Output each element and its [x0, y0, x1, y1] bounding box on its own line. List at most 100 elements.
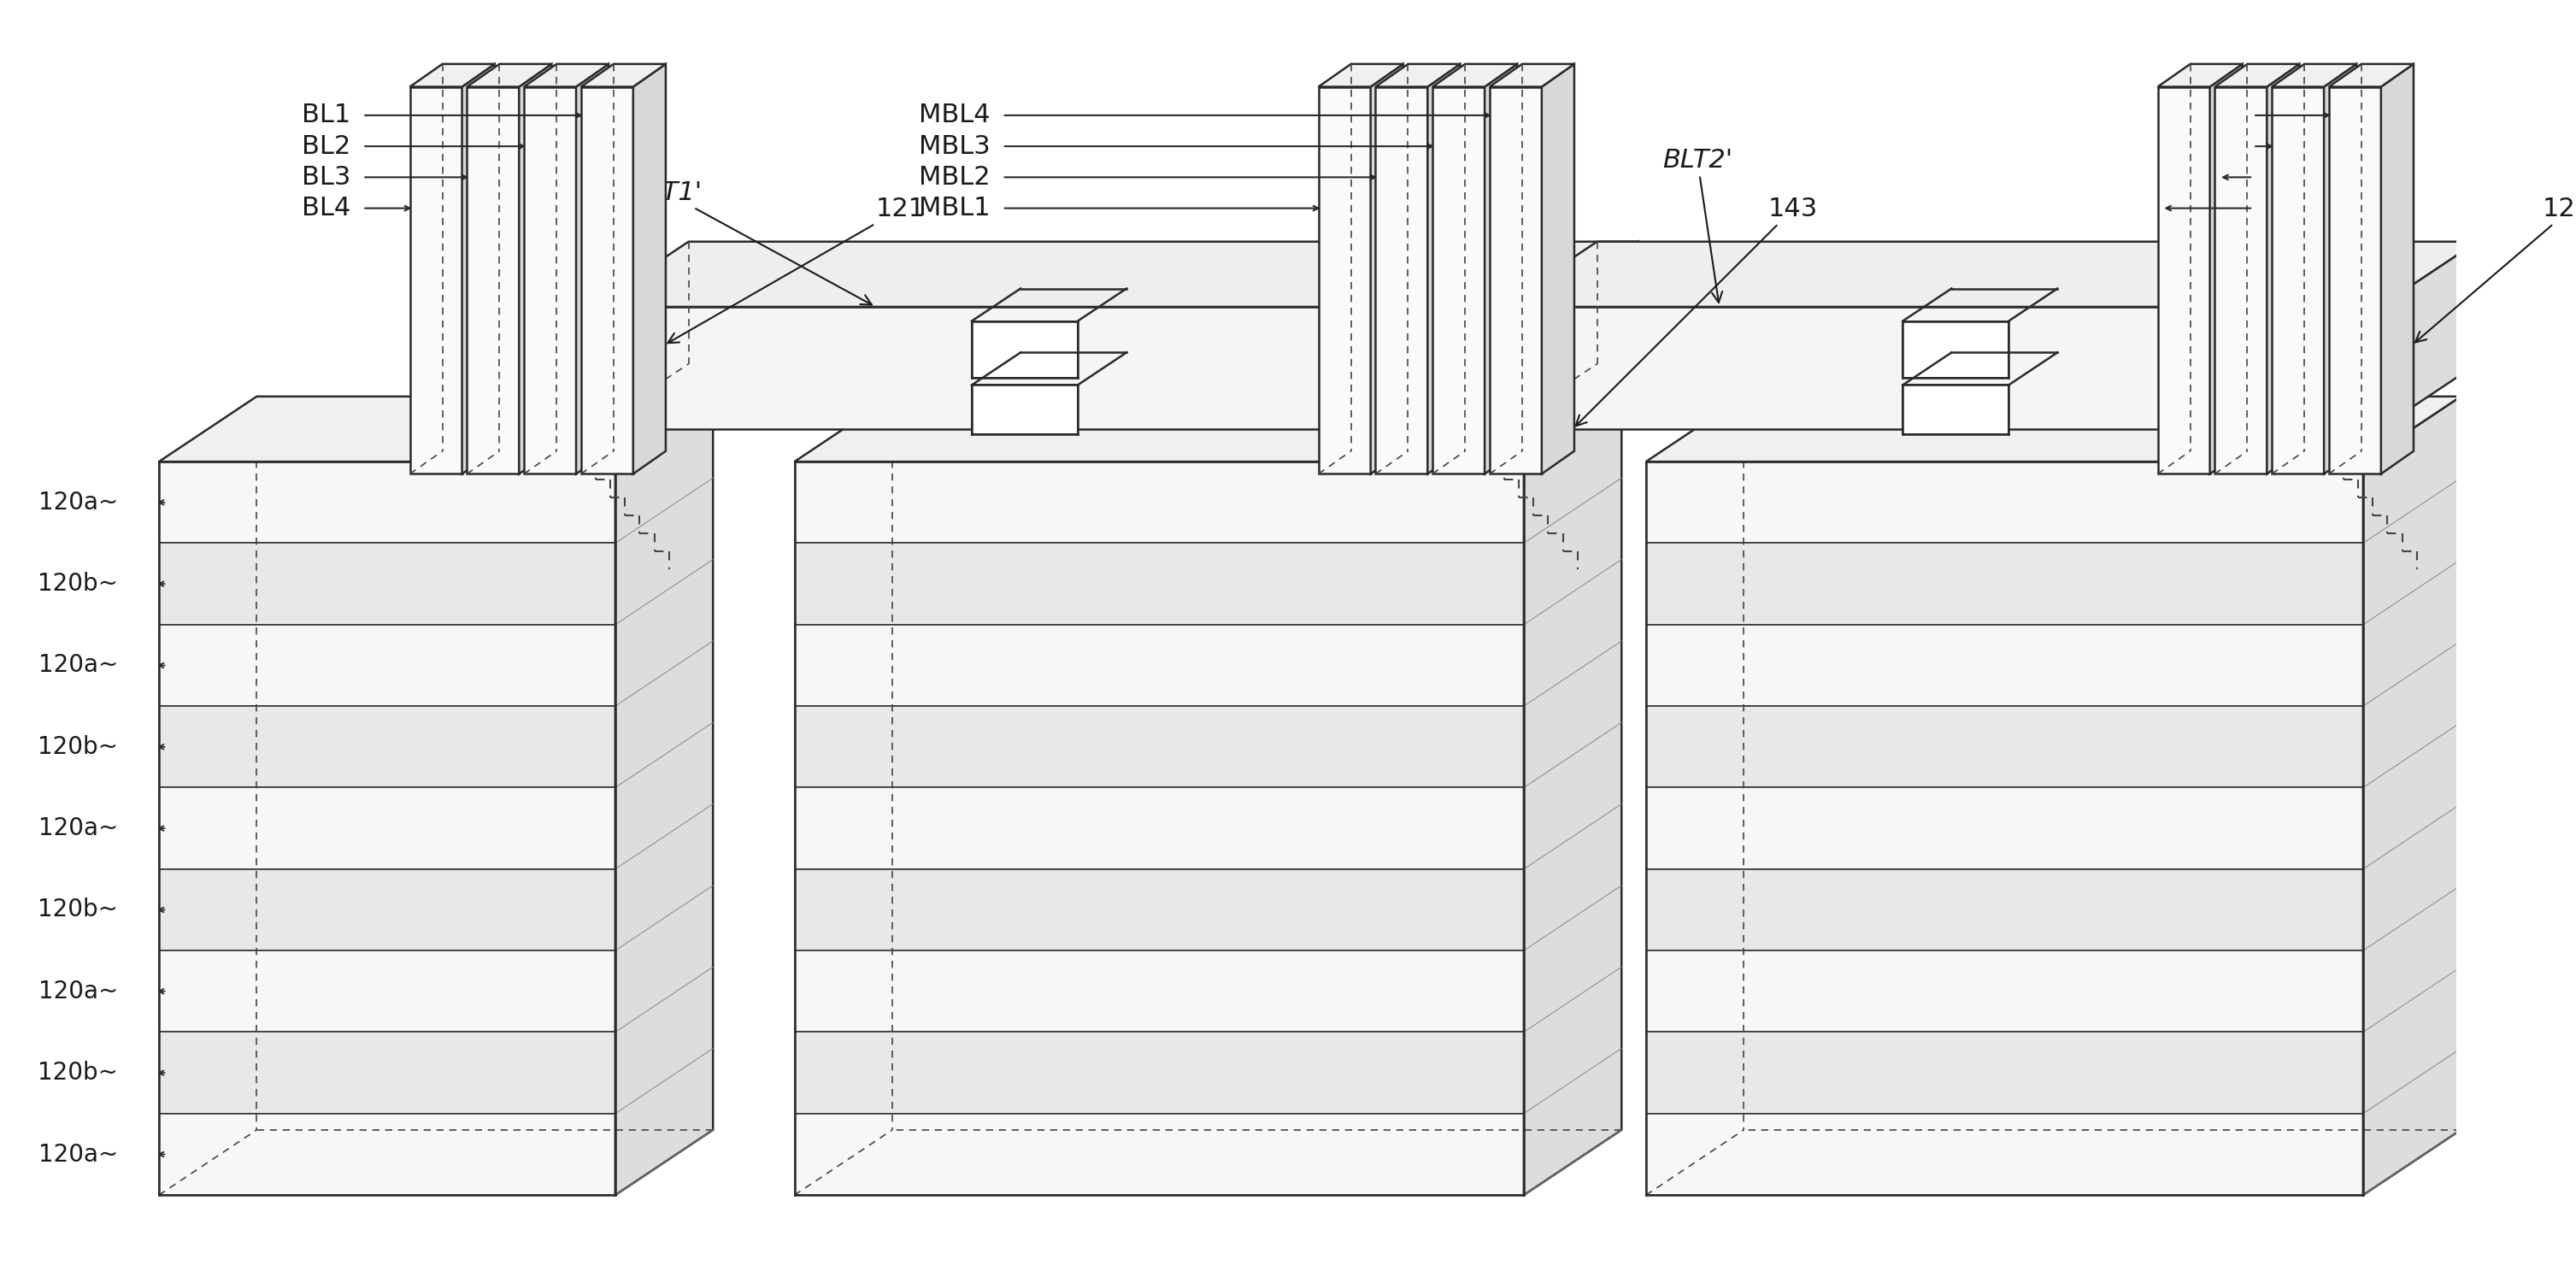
Polygon shape — [160, 1114, 616, 1195]
Polygon shape — [160, 543, 616, 624]
Polygon shape — [2380, 241, 2478, 429]
Polygon shape — [616, 396, 714, 1195]
Polygon shape — [1646, 624, 2362, 706]
Polygon shape — [2267, 64, 2300, 474]
Polygon shape — [160, 788, 616, 870]
Polygon shape — [1376, 87, 1427, 474]
Text: 120b~: 120b~ — [39, 572, 118, 596]
Text: BL3': BL3' — [2184, 165, 2241, 190]
Polygon shape — [1904, 386, 2009, 434]
Polygon shape — [793, 462, 1525, 543]
Polygon shape — [160, 706, 616, 788]
Text: MBL3: MBL3 — [920, 134, 989, 158]
Polygon shape — [160, 396, 714, 462]
Polygon shape — [634, 64, 665, 474]
Polygon shape — [1484, 64, 1517, 474]
Text: BLT2': BLT2' — [1662, 148, 1734, 303]
Polygon shape — [2210, 64, 2244, 474]
Polygon shape — [793, 1032, 1525, 1114]
Text: 120a~: 120a~ — [39, 816, 118, 840]
Polygon shape — [1646, 1032, 2362, 1114]
Text: BL3: BL3 — [301, 165, 350, 190]
Polygon shape — [1370, 64, 1404, 474]
Text: BL1': BL1' — [2184, 103, 2241, 128]
Polygon shape — [160, 950, 616, 1032]
Polygon shape — [582, 87, 634, 474]
Polygon shape — [160, 870, 616, 950]
Polygon shape — [1376, 64, 1461, 87]
Polygon shape — [1646, 396, 2460, 462]
Polygon shape — [1432, 87, 1484, 474]
Polygon shape — [793, 950, 1525, 1032]
Polygon shape — [577, 64, 608, 474]
Polygon shape — [466, 64, 551, 87]
Text: BL4: BL4 — [301, 195, 350, 221]
Polygon shape — [1432, 64, 1517, 87]
Text: BL1: BL1 — [301, 103, 350, 128]
Polygon shape — [2362, 396, 2460, 1195]
Polygon shape — [1319, 87, 1370, 474]
Text: 120a~: 120a~ — [39, 1143, 118, 1166]
Text: MBL1: MBL1 — [920, 195, 989, 221]
Polygon shape — [590, 241, 1638, 306]
Text: 120a~: 120a~ — [39, 654, 118, 677]
Polygon shape — [1489, 64, 1574, 87]
Polygon shape — [410, 87, 461, 474]
Polygon shape — [2215, 87, 2267, 474]
Text: 120a~: 120a~ — [39, 979, 118, 1004]
Text: 121: 121 — [667, 197, 925, 344]
Polygon shape — [2380, 64, 2414, 474]
Polygon shape — [160, 1032, 616, 1114]
Text: MBL4: MBL4 — [920, 103, 989, 128]
Polygon shape — [1646, 706, 2362, 788]
Text: 122': 122' — [2416, 197, 2576, 342]
Polygon shape — [793, 706, 1525, 788]
Polygon shape — [160, 624, 616, 706]
Polygon shape — [793, 624, 1525, 706]
Polygon shape — [1646, 788, 2362, 870]
Polygon shape — [410, 64, 495, 87]
Text: 120b~: 120b~ — [39, 898, 118, 922]
Polygon shape — [971, 386, 1077, 434]
Polygon shape — [518, 64, 551, 474]
Polygon shape — [1646, 1114, 2362, 1195]
Polygon shape — [2272, 87, 2324, 474]
Polygon shape — [2324, 64, 2357, 474]
Polygon shape — [466, 87, 518, 474]
Polygon shape — [971, 321, 1077, 378]
Polygon shape — [1540, 64, 1574, 474]
Text: 120a~: 120a~ — [39, 490, 118, 515]
Polygon shape — [1525, 396, 1620, 1195]
Polygon shape — [2272, 64, 2357, 87]
Text: 120b~: 120b~ — [39, 736, 118, 759]
Polygon shape — [1646, 870, 2362, 950]
Polygon shape — [793, 788, 1525, 870]
Text: BL2: BL2 — [301, 134, 350, 158]
Polygon shape — [523, 64, 608, 87]
Polygon shape — [1489, 87, 1540, 474]
Polygon shape — [590, 306, 1540, 429]
Polygon shape — [793, 870, 1525, 950]
Polygon shape — [2159, 87, 2210, 474]
Polygon shape — [582, 64, 665, 87]
Polygon shape — [2159, 64, 2244, 87]
Text: 143: 143 — [1577, 197, 1819, 427]
Text: BL2': BL2' — [2184, 134, 2241, 158]
Polygon shape — [1904, 321, 2009, 378]
Polygon shape — [160, 462, 616, 543]
Polygon shape — [523, 87, 577, 474]
Text: BL4': BL4' — [2184, 195, 2241, 221]
Polygon shape — [2329, 64, 2414, 87]
Polygon shape — [1319, 64, 1404, 87]
Polygon shape — [1540, 241, 1638, 429]
Text: MBL2: MBL2 — [920, 165, 989, 190]
Polygon shape — [2329, 87, 2380, 474]
Polygon shape — [793, 543, 1525, 624]
Text: 120b~: 120b~ — [39, 1061, 118, 1085]
Polygon shape — [793, 396, 1620, 462]
Polygon shape — [793, 1114, 1525, 1195]
Text: BLT1': BLT1' — [631, 180, 871, 305]
Polygon shape — [461, 64, 495, 474]
Polygon shape — [1427, 64, 1461, 474]
Polygon shape — [1499, 306, 2380, 429]
